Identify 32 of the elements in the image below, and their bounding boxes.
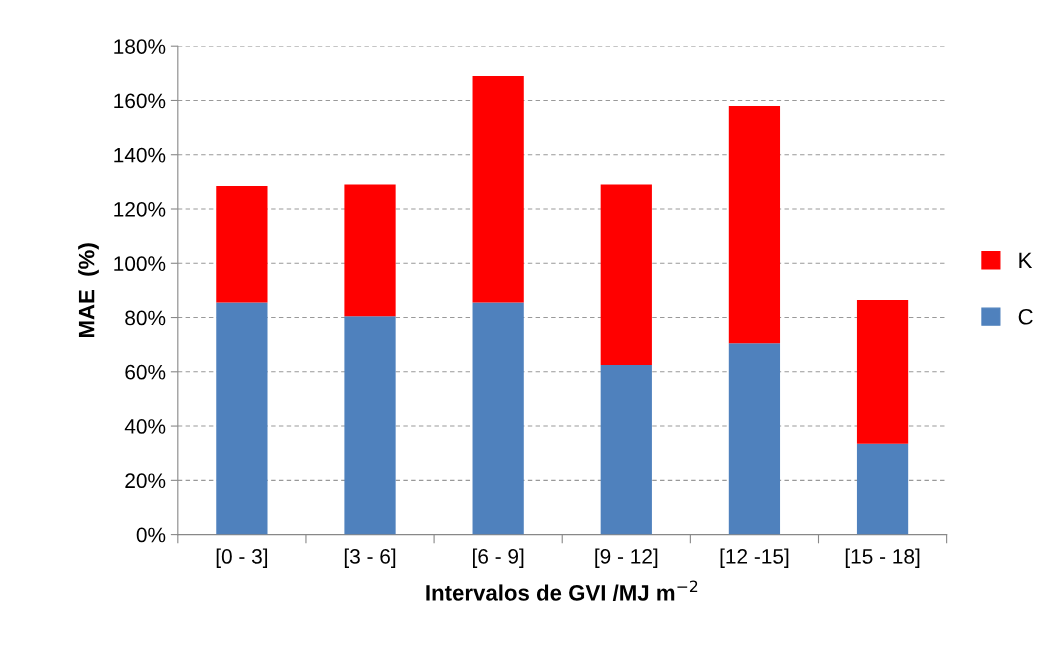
x-tick-label: [9 - 12]: [595, 548, 658, 568]
y-tick-label: 60%: [125, 364, 166, 380]
legend-label: K: [1019, 252, 1033, 269]
x-axis-title: Intervalos de GVI /MJ m$^{−2}$: [426, 580, 698, 601]
y-tick-label: 100%: [114, 256, 166, 272]
bar: [344, 316, 396, 535]
y-tick-label: 0%: [136, 527, 166, 543]
bar: [344, 184, 396, 317]
y-axis-title: MAE (%): [78, 243, 99, 338]
bar: [472, 302, 524, 535]
x-tick-label: [3 - 6]: [344, 548, 396, 568]
y-tick-label: 80%: [125, 310, 166, 326]
bar: [600, 184, 652, 366]
bar: [856, 299, 909, 444]
bar: [728, 343, 781, 535]
x-tick-label: [0 - 3]: [216, 548, 268, 568]
bar: [600, 365, 652, 535]
legend-label: C: [1018, 308, 1033, 325]
x-tick-label: [15 - 18]: [845, 548, 920, 568]
y-tick-label: 180%: [114, 39, 166, 54]
bar: [216, 185, 268, 303]
y-tick-label: 140%: [114, 147, 166, 163]
x-tick-label: [6 - 9]: [473, 548, 524, 568]
y-tick-label: 40%: [124, 419, 166, 434]
y-tick-label: 120%: [114, 202, 166, 217]
bar: [472, 76, 524, 303]
y-tick-label: 160%: [114, 93, 166, 109]
x-tick-label: [12 -15]: [720, 548, 789, 568]
bar: [728, 105, 781, 344]
bar: [856, 443, 909, 535]
bar: [216, 302, 268, 535]
y-tick-label: 20%: [125, 473, 166, 489]
